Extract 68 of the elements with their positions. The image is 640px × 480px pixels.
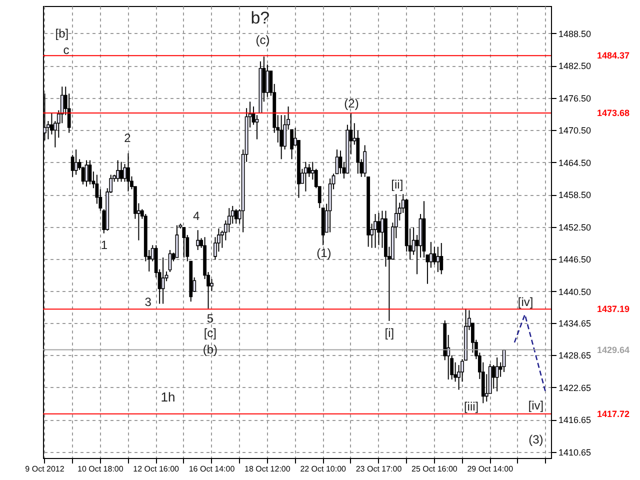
annotation: 1h <box>160 389 176 404</box>
y-tick-label: 1410.65 <box>558 447 592 458</box>
annotation: 1 <box>100 238 108 252</box>
ref-line-label: 1484.37 <box>597 50 630 61</box>
ref-line-label: 1437.19 <box>597 304 630 314</box>
y-tick-label: 1422.65 <box>558 382 592 393</box>
x-tick-label: 23 Oct 17:00 <box>356 464 402 474</box>
candlestick <box>307 164 311 178</box>
annotation: (c) <box>256 33 270 48</box>
ref-line-label: 1429.64 <box>597 344 630 355</box>
x-tick-label: 9 Oct 2012 <box>25 464 65 474</box>
annotation: (2) <box>344 96 359 111</box>
y-tick-label: 1446.50 <box>558 254 592 265</box>
candlestick <box>116 160 120 182</box>
candlestick <box>182 226 186 258</box>
ref-line-label: 1417.72 <box>597 408 630 419</box>
annotation: [ii] <box>391 178 404 192</box>
candlestick <box>210 278 214 292</box>
candlestick <box>304 161 308 192</box>
candlestick <box>255 114 259 140</box>
candlestick <box>280 114 284 160</box>
y-tick-label: 1482.50 <box>558 61 592 72</box>
y-tick-label: 1470.50 <box>558 126 592 136</box>
y-tick-label: 1452.50 <box>558 222 592 232</box>
y-tick-label: 1428.65 <box>558 350 592 361</box>
candlestick <box>234 208 238 224</box>
y-tick-label: 1434.65 <box>558 318 592 328</box>
annotation: (3) <box>528 432 544 446</box>
x-tick-label: 25 Oct 16:00 <box>412 464 458 474</box>
annotation: [iv] <box>518 294 534 309</box>
annotation: [iii] <box>464 399 479 414</box>
annotation: 4 <box>193 208 200 223</box>
x-tick-label: 29 Oct 14:00 <box>467 464 514 474</box>
annotation: [c] <box>204 326 217 340</box>
y-tick-label: 1440.50 <box>558 286 592 297</box>
y-tick-label: 1416.65 <box>558 415 592 426</box>
candlestick <box>196 230 200 251</box>
candlestick <box>126 152 130 192</box>
candlestick <box>377 212 380 246</box>
annotation: 2 <box>124 130 132 145</box>
annotation: b? <box>250 8 270 28</box>
candlestick <box>120 161 123 182</box>
candlestick <box>436 246 440 273</box>
candlestick <box>266 64 270 98</box>
annotation: [iv] <box>528 398 544 412</box>
annotation: (1) <box>316 246 332 260</box>
annotation: 3 <box>144 294 152 309</box>
candlestick <box>440 242 444 275</box>
y-tick-label: 1458.50 <box>558 190 592 200</box>
x-tick-label: 10 Oct 18:00 <box>78 464 124 474</box>
annotation: [b] <box>55 26 69 40</box>
candlestick <box>123 164 126 182</box>
y-tick-label: 1464.50 <box>558 158 592 168</box>
y-tick-label: 1476.50 <box>558 93 592 104</box>
ref-line-label: 1473.68 <box>597 108 630 118</box>
candlestick <box>175 224 179 258</box>
annotation: 5 <box>206 311 214 326</box>
candlestick <box>495 356 499 392</box>
candlestick <box>74 149 78 176</box>
annotation: (b) <box>202 342 218 357</box>
x-tick-label: 18 Oct 12:00 <box>244 464 291 474</box>
x-tick-label: 12 Oct 16:00 <box>133 464 180 474</box>
x-tick-label: 22 Oct 10:00 <box>300 464 347 474</box>
annotation: c <box>63 42 70 57</box>
annotation: [i] <box>384 326 394 340</box>
x-tick-label: 16 Oct 14:00 <box>188 464 236 474</box>
y-tick-label: 1488.50 <box>558 28 592 39</box>
candlestick <box>374 213 377 248</box>
